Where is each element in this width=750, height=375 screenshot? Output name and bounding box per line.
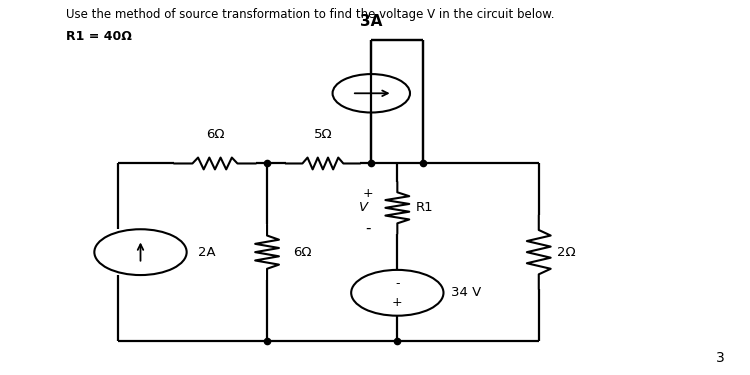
Text: -: - (395, 277, 400, 290)
Text: +: + (362, 186, 373, 200)
Text: 34 V: 34 V (451, 286, 482, 299)
Text: -: - (364, 220, 370, 236)
Text: R1 = 40Ω: R1 = 40Ω (66, 30, 132, 44)
Text: 2A: 2A (198, 246, 215, 259)
Text: 6Ω: 6Ω (293, 246, 311, 259)
Text: R1: R1 (416, 201, 434, 214)
Text: 6Ω: 6Ω (206, 128, 224, 141)
Text: 3A: 3A (360, 13, 382, 28)
Text: 2Ω: 2Ω (557, 246, 576, 259)
Text: 3: 3 (716, 351, 725, 365)
Text: V: V (359, 201, 368, 214)
Text: Use the method of source transformation to find the voltage V in the circuit bel: Use the method of source transformation … (66, 8, 554, 21)
Text: 5Ω: 5Ω (314, 128, 332, 141)
Text: +: + (392, 296, 403, 309)
